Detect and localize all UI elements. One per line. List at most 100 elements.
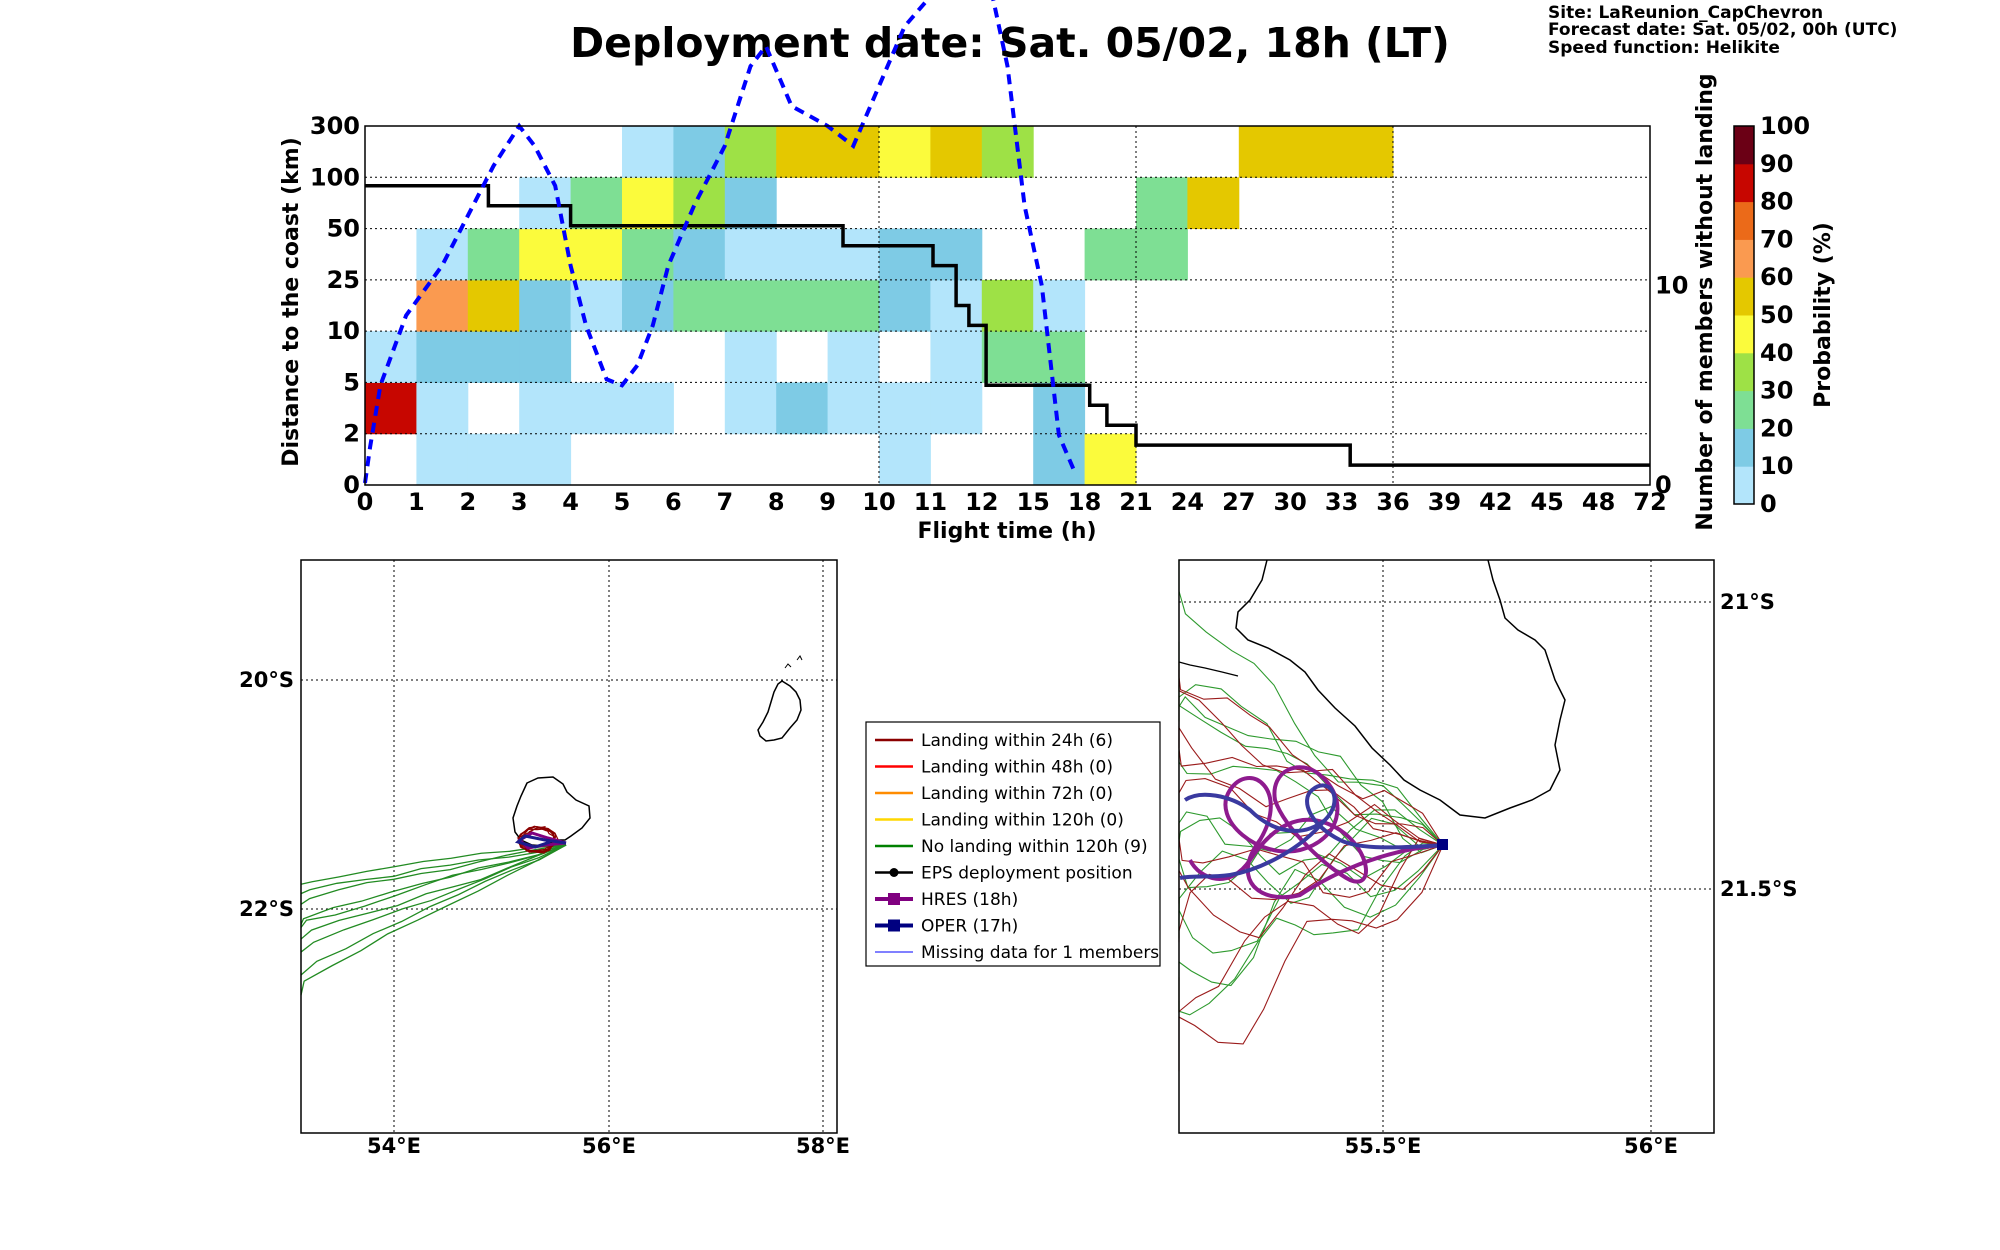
colorbar-frame [1733,125,1755,505]
reunion-coastline [512,776,591,847]
legend-items: Landing within 24h (6) Landing within 48h… [875,731,1159,963]
heatmap-y2-ticks: 0 10 [1655,272,1688,499]
heatmap-cell [827,331,880,383]
colorbar-tick-label: 30 [1760,377,1793,405]
heatmap-cell [622,177,674,230]
heatmap-cell [1084,433,1137,486]
map-left-lon-tick: 56°E [582,1134,636,1158]
heatmap-cell [416,228,469,281]
heatmap-x-axis-label: Flight time (h) [917,519,1096,544]
map-right-frame [1178,559,1715,1134]
legend-label: EPS deployment position [921,864,1133,884]
track-oper [514,834,567,849]
trajectory-tracks-zoom [1178,560,1448,1072]
heatmap-y-tick-label: 100 [310,163,360,191]
heatmap-x-tick-label: 5 [614,488,631,516]
colorbar-tick-label: 100 [1760,112,1810,140]
heatmap-cell [519,331,572,383]
legend-item: Missing data for 1 members [875,943,1159,963]
heatmap-cell [467,433,520,486]
heatmap-frame [364,125,1651,486]
heatmap-x-tick-label: 45 [1530,488,1563,516]
colorbar-cell [1734,239,1754,278]
reunion-coastline-zoom [1235,559,1566,819]
heatmap-cell [1187,177,1240,230]
colorbar-label: Probability (%) [1811,222,1836,408]
heatmap-cell [879,382,931,435]
colorbar-tick-label: 60 [1760,263,1793,291]
heatmap-cell [416,433,469,486]
track-no-landing [300,844,567,925]
heatmap-x-tick-label: 39 [1428,488,1461,516]
track-no-landing [300,844,567,928]
heatmap-cell [879,228,931,281]
legend-label: HRES (18h) [921,890,1018,910]
colorbar-tick-label: 90 [1760,150,1793,178]
heatmap-cell [827,279,880,332]
colorbar-tick-label: 10 [1760,452,1793,480]
track-no-landing [300,844,567,940]
track-no-landing [1178,844,1444,1014]
colorbar-cell [1734,201,1754,240]
probability-heatmap: 0 1 2 3 4 5 6 7 8 9 10 11 12 15 18 21 24 27 30 33 36 39 42 45 48… [279,0,1718,544]
track-oper [1179,783,1444,880]
mauritius-islet [784,663,792,669]
heatmap-cell [673,126,726,178]
heatmap-cell [981,331,1034,383]
heatmap-y-tick-label: 50 [327,215,360,243]
heatmap-x-tick-label: 48 [1582,488,1615,516]
heatmap-x-tick-label: 36 [1376,488,1409,516]
legend-marker [888,893,900,905]
heatmap-x-tick-label: 1 [408,488,425,516]
colorbar-tick-label: 0 [1760,490,1777,518]
trajectory-map-zoom: 55.5°E 56°E 21°S 21.5°S [1178,559,1797,1158]
colorbar-cell [1734,163,1754,203]
heatmap-y2-axis-label: Number of members without landing [1693,73,1718,530]
heatmap-cell [570,228,623,281]
heatmap-x-tick-label: 18 [1068,488,1101,516]
reunion-west-coast [1178,661,1239,677]
track-landing-24h [1178,695,1444,846]
track-no-landing [1178,842,1444,1016]
colorbar-tick-label: 40 [1760,339,1793,367]
heatmap-cell [570,177,623,230]
heatmap-cell [1033,331,1086,383]
figure-title: Deployment date: Sat. 05/02, 18h (LT) [570,19,1450,67]
track-landing-24h [1178,778,1444,846]
heatmap-grid [365,126,1650,485]
track-no-landing [1178,809,1444,876]
track-no-landing [300,844,567,895]
heatmap-y-tick-label: 25 [327,266,360,294]
colorbar-cell [1734,126,1754,165]
heatmap-x-tick-label: 24 [1171,488,1204,516]
heatmap-cell [673,228,726,281]
heatmap-cell [519,228,572,281]
colorbar-cell [1734,352,1754,392]
heatmap-cell [981,126,1034,178]
mauritius-islet [796,655,803,661]
heatmap-x-tick-label: 30 [1273,488,1306,516]
track-no-landing [1178,817,1444,931]
heatmap-x-tick-label: 2 [459,488,476,516]
heatmap-x-tick-label: 10 [862,488,895,516]
map-right-lon-tick: 55.5°E [1345,1134,1422,1158]
heatmap-cell [1033,433,1086,486]
legend-item: Landing within 48h (0) [875,758,1113,778]
deployment-position-marker [1437,839,1448,850]
mauritius-coastline [757,680,802,742]
heatmap-series-lines [363,0,1650,484]
legend-item: Landing within 120h (0) [875,811,1124,831]
heatmap-cell [724,177,777,230]
track-no-landing [300,844,567,996]
heatmap-y-axis-label: Distance to the coast (km) [279,137,304,467]
colorbar-cell [1734,390,1754,429]
track-landing-24h [1178,844,1444,1072]
heatmap-cell [622,126,674,178]
heatmap-cell [1238,126,1291,178]
heatmap-x-ticks: 0 1 2 3 4 5 6 7 8 9 10 11 12 15 18 21 24 27 30 33 36 39 42 45 48… [357,488,1667,516]
map-left-lat-tick: 20°S [239,668,294,692]
probability-colorbar: 0 10 20 30 40 50 60 70 80 90 100 Probability (%) [1733,112,1836,518]
legend-label: OPER (17h) [921,917,1018,937]
